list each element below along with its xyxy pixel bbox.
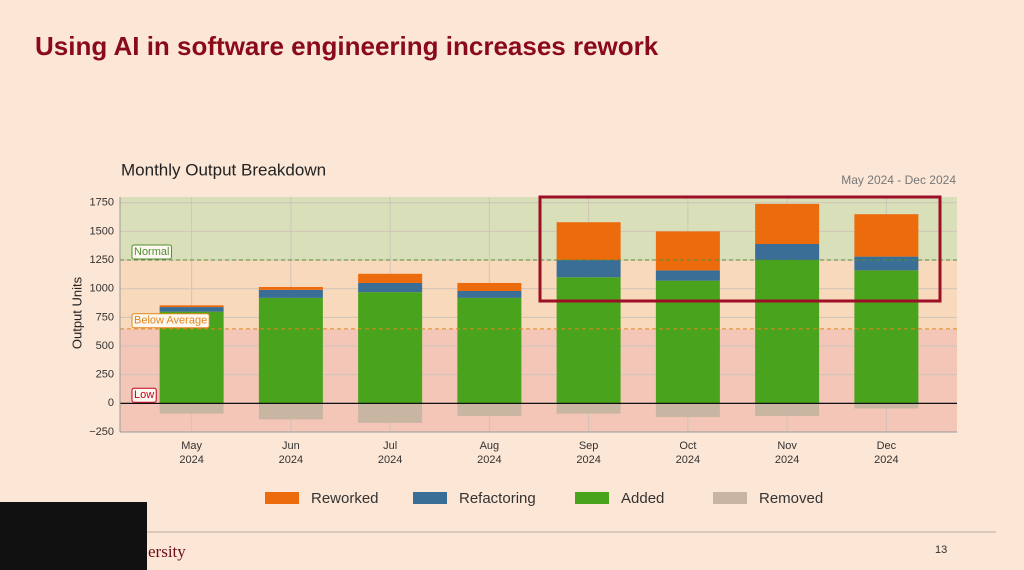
x-tick-label: Jul 2024 bbox=[377, 440, 403, 466]
y-tick-label: 1250 bbox=[90, 254, 114, 266]
x-tick-label: Aug 2024 bbox=[477, 440, 502, 466]
bar-segment bbox=[755, 244, 820, 261]
y-axis-label: Output Units bbox=[69, 276, 84, 349]
footer-logo-text: ersity bbox=[148, 542, 186, 561]
bar-segment bbox=[258, 289, 323, 298]
reference-label: Below Average bbox=[134, 315, 207, 327]
y-tick-label: 750 bbox=[96, 311, 114, 323]
x-tick-label: Oct 2024 bbox=[675, 440, 701, 466]
bar-segment bbox=[556, 277, 621, 404]
x-tick-label: Nov 2024 bbox=[774, 440, 800, 466]
legend-swatch bbox=[265, 492, 299, 504]
bar-segment bbox=[755, 260, 820, 404]
legend-label: Added bbox=[621, 490, 664, 507]
reference-label: Low bbox=[134, 389, 154, 401]
x-tick-label: Jun 2024 bbox=[278, 440, 304, 466]
x-tick-label: Dec 2024 bbox=[874, 440, 899, 466]
bar-segment bbox=[258, 403, 323, 420]
reference-label-box bbox=[131, 387, 157, 403]
highlight-box bbox=[538, 195, 942, 303]
y-tick-label: 1750 bbox=[90, 197, 114, 209]
reference-label-box bbox=[131, 313, 210, 329]
bar-segment bbox=[755, 403, 820, 416]
legend-label: Removed bbox=[759, 490, 823, 507]
bar-segment bbox=[854, 256, 919, 271]
bar-segment bbox=[258, 286, 323, 290]
bar-segment bbox=[854, 403, 919, 409]
bar-segment bbox=[358, 273, 423, 283]
bar-segment bbox=[457, 282, 522, 291]
bar-segment bbox=[258, 297, 323, 404]
video-overlay bbox=[0, 502, 147, 570]
legend-label: Reworked bbox=[311, 490, 379, 507]
bar-segment bbox=[854, 270, 919, 404]
plot: −250 0 250 500 750 1000 1250 1500 1750 Low Below A… bbox=[89, 197, 957, 438]
reference-label: Normal bbox=[134, 246, 169, 258]
bar-segment bbox=[358, 292, 423, 404]
legend-swatch bbox=[413, 492, 447, 504]
bar-segment bbox=[556, 222, 621, 261]
bar-segment bbox=[159, 403, 224, 414]
legend-swatch bbox=[575, 492, 609, 504]
y-tick-label: 0 bbox=[108, 397, 114, 409]
x-tick-label: May 2024 bbox=[179, 440, 204, 466]
y-tick-label: −250 bbox=[89, 426, 114, 438]
bar-segment bbox=[655, 270, 720, 281]
bar-segment bbox=[854, 214, 919, 257]
slide-title: Using AI in software engineering increas… bbox=[35, 31, 659, 61]
reference-label-box bbox=[131, 244, 172, 260]
legend: Reworked Refactoring Added Removed bbox=[265, 490, 823, 507]
bar-segment bbox=[655, 231, 720, 271]
bar-segment bbox=[457, 297, 522, 404]
bar-segment bbox=[358, 403, 423, 423]
page-number: 13 bbox=[935, 544, 947, 556]
bar-segment bbox=[655, 403, 720, 418]
bar-segment bbox=[457, 291, 522, 298]
bar-segment bbox=[556, 260, 621, 278]
y-tick-label: 1500 bbox=[90, 225, 114, 237]
bar-segment bbox=[358, 282, 423, 293]
bar-segment bbox=[556, 403, 621, 414]
bar-segment bbox=[655, 280, 720, 404]
y-tick-label: 250 bbox=[96, 369, 114, 381]
bar-segment bbox=[159, 307, 224, 312]
reference-band bbox=[120, 328, 957, 432]
chart-title: Monthly Output Breakdown bbox=[121, 160, 326, 179]
x-tick-label: Sep 2024 bbox=[576, 440, 601, 466]
legend-swatch bbox=[713, 492, 747, 504]
bar-segment bbox=[159, 305, 224, 308]
bar-segment bbox=[755, 203, 820, 244]
y-tick-label: 1000 bbox=[90, 283, 114, 295]
bar-segment bbox=[457, 403, 522, 416]
y-tick-label: 500 bbox=[96, 340, 114, 352]
legend-label: Refactoring bbox=[459, 490, 536, 507]
chart-subtitle: May 2024 - Dec 2024 bbox=[841, 173, 956, 187]
